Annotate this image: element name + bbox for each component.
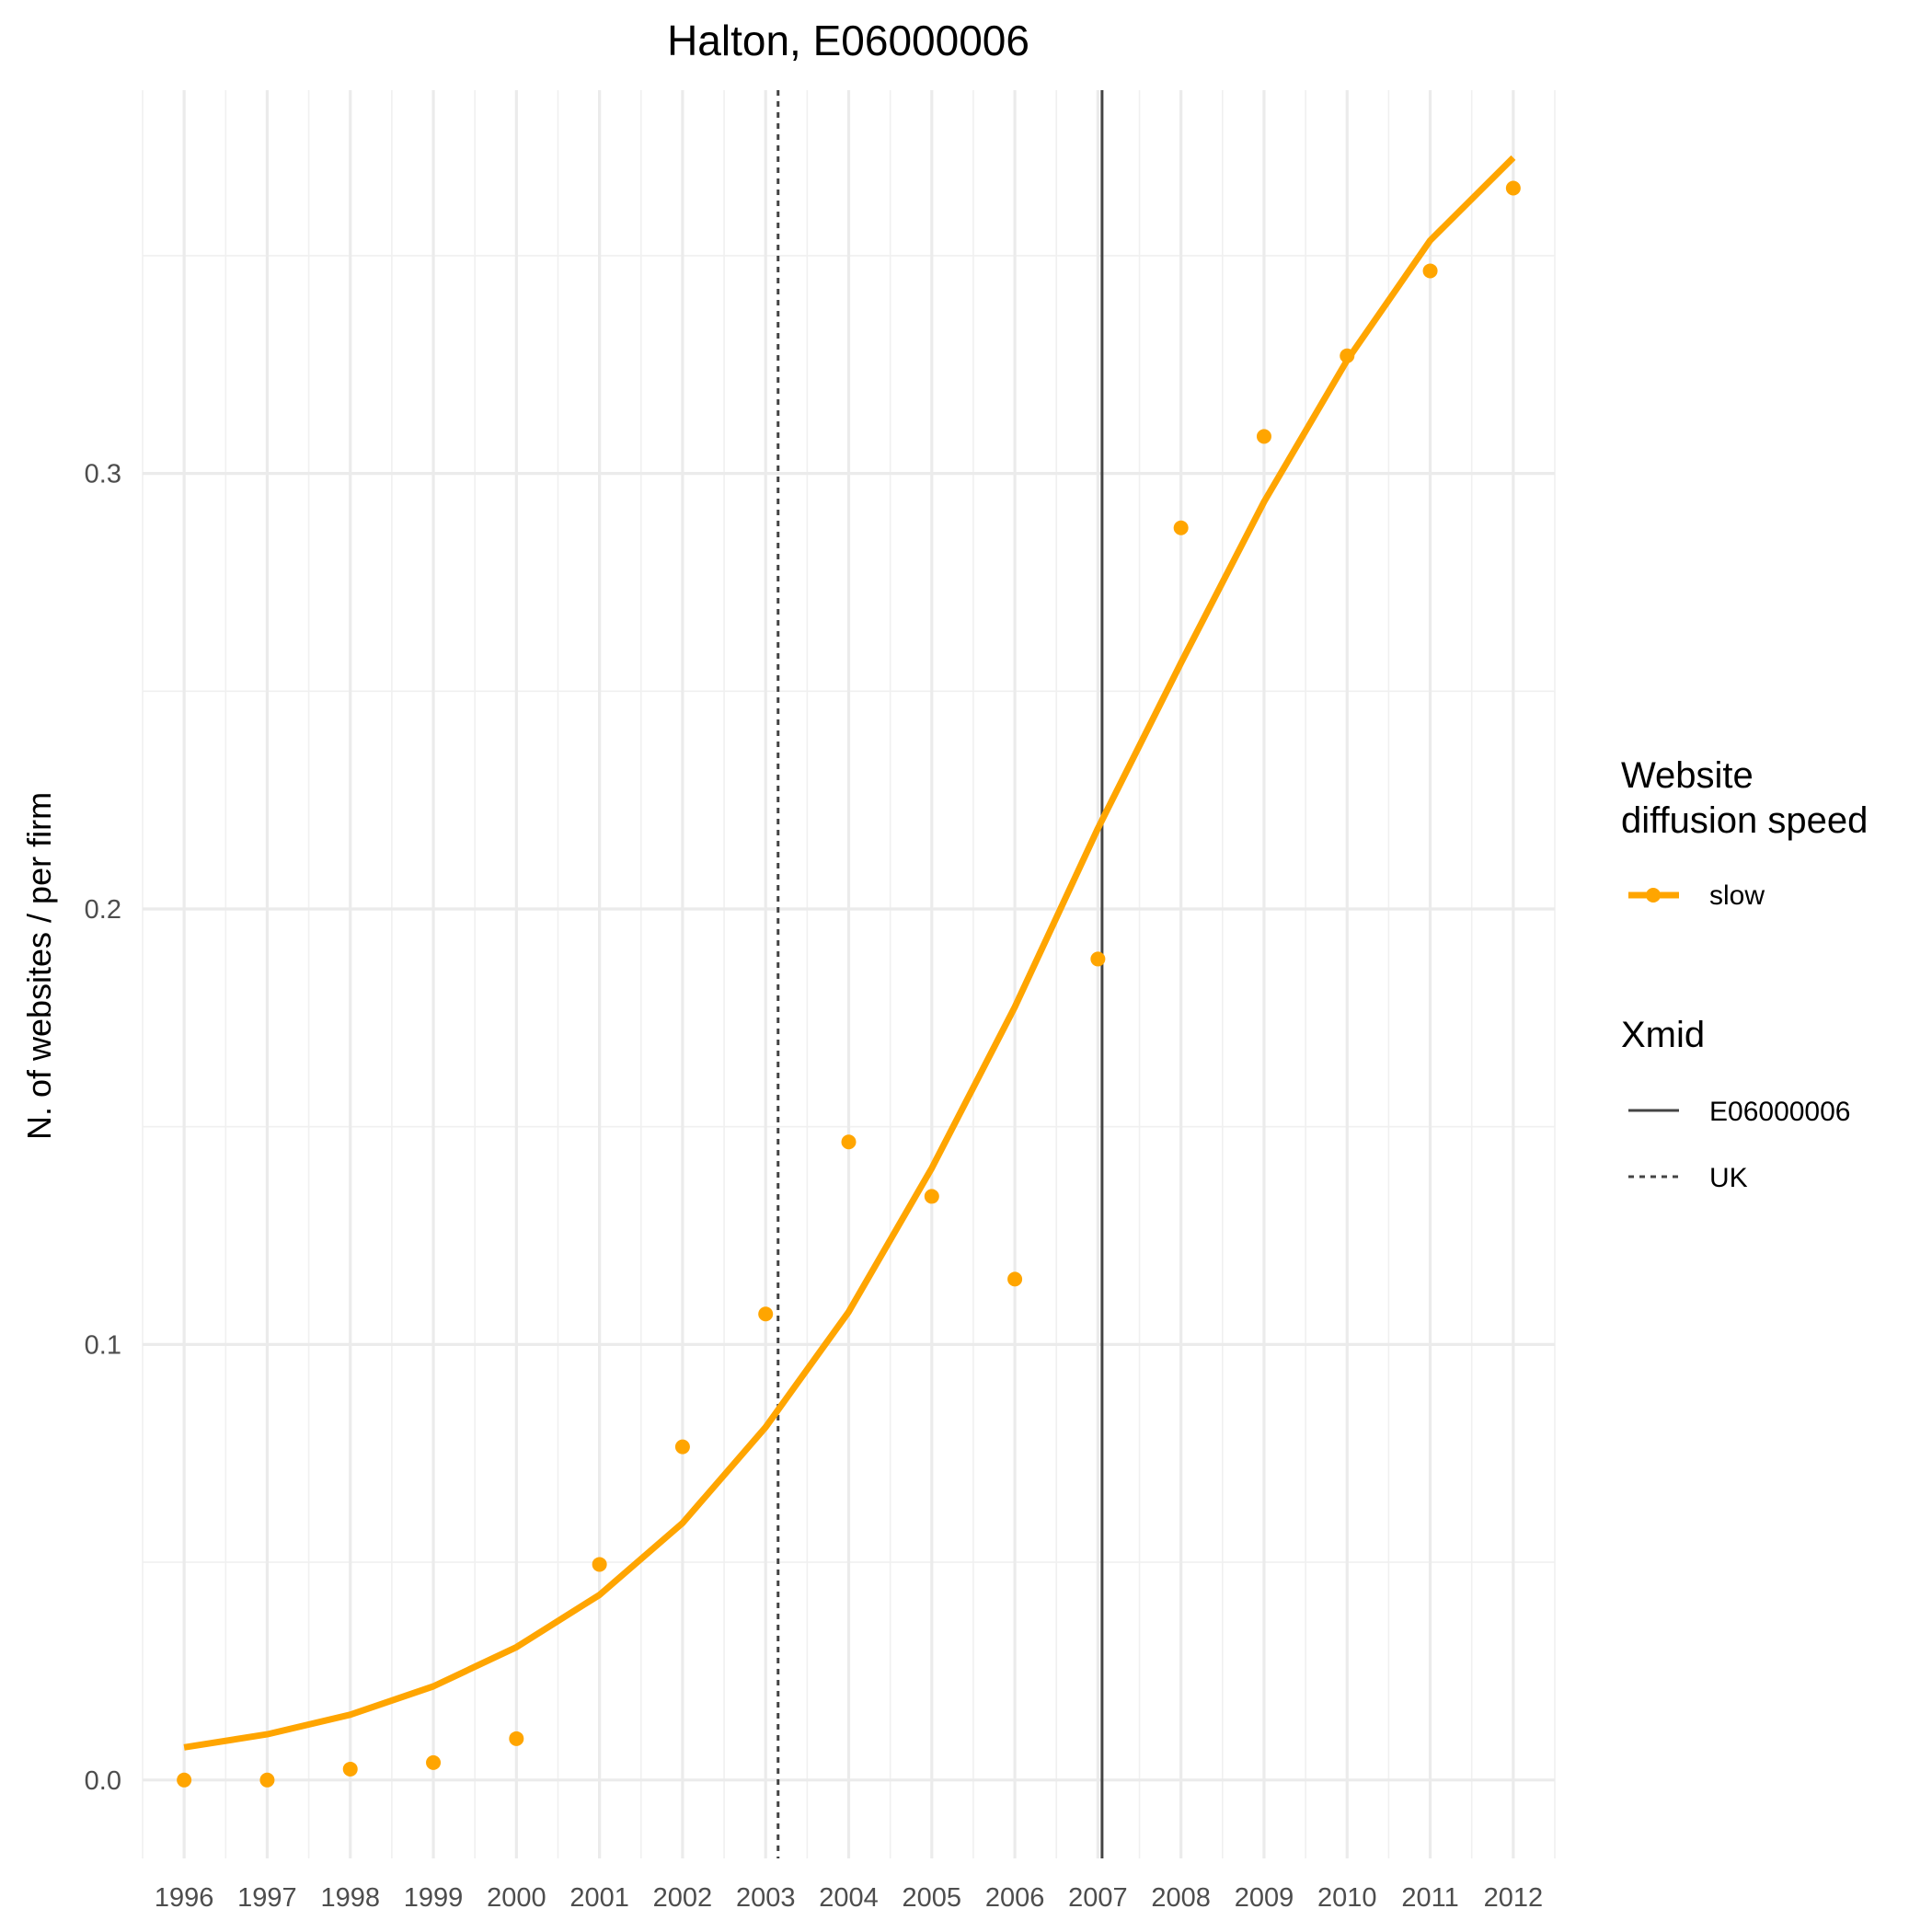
chart-title: Halton, E06000006 <box>667 17 1029 64</box>
x-tick-label-2009: 2009 <box>1235 1883 1294 1913</box>
y-axis-ticks: 0.0 0.1 0.2 0.3 <box>85 460 121 1796</box>
x-tick-label-2006: 2006 <box>985 1883 1045 1913</box>
x-tick-label-1998: 1998 <box>320 1883 380 1913</box>
grid-major <box>143 90 1555 1858</box>
legend-title-line-2: diffusion speed <box>1621 800 1868 841</box>
data-point-2012 <box>1505 180 1521 196</box>
y-tick-label: 0.1 <box>85 1330 121 1360</box>
data-point-2011 <box>1422 263 1438 279</box>
legend-label-uk: UK <box>1709 1163 1748 1193</box>
y-tick-label: 0.0 <box>85 1766 121 1796</box>
y-tick-label: 0.3 <box>85 460 121 489</box>
data-point-1999 <box>426 1754 442 1770</box>
data-point-2000 <box>509 1731 524 1746</box>
series-slow-fitted-line <box>183 155 1516 1751</box>
legend: Website diffusion speed slow Xmid E06000… <box>1621 755 1868 1193</box>
x-tick-label-2003: 2003 <box>736 1883 796 1913</box>
data-point-2003 <box>758 1306 774 1322</box>
x-tick-label-2008: 2008 <box>1151 1883 1211 1913</box>
data-point-2008 <box>1173 520 1189 535</box>
y-tick-label: 0.2 <box>85 895 121 925</box>
x-tick-label-2004: 2004 <box>819 1883 879 1913</box>
data-point-2004 <box>841 1134 857 1150</box>
legend-label-slow: slow <box>1709 880 1765 911</box>
legend-title-xmid: Xmid <box>1621 1015 1705 1055</box>
x-tick-label-2005: 2005 <box>903 1883 962 1913</box>
data-point-1997 <box>259 1772 275 1788</box>
y-axis-title: N. of websites / per firm <box>20 792 58 1140</box>
x-tick-label-2010: 2010 <box>1317 1883 1377 1913</box>
data-point-2002 <box>674 1439 690 1455</box>
grid-minor <box>142 90 1556 1858</box>
data-point-2001 <box>592 1557 607 1572</box>
data-point-2010 <box>1340 348 1355 363</box>
data-point-2005 <box>924 1189 939 1204</box>
x-tick-label-2012: 2012 <box>1484 1883 1544 1913</box>
data-point-1996 <box>177 1772 192 1788</box>
data-point-2009 <box>1256 429 1271 444</box>
x-tick-label-2002: 2002 <box>653 1883 713 1913</box>
data-point-2007 <box>1090 951 1106 967</box>
data-point-1998 <box>342 1761 358 1777</box>
x-tick-label-2000: 2000 <box>487 1883 546 1913</box>
data-point-2006 <box>1007 1271 1023 1287</box>
x-tick-label-2007: 2007 <box>1068 1883 1128 1913</box>
reference-lines <box>776 90 1104 1858</box>
x-tick-label-1999: 1999 <box>404 1883 464 1913</box>
x-tick-label-1997: 1997 <box>237 1883 297 1913</box>
x-axis-ticks: 1996 1997 1998 1999 2000 2001 2002 2003 2004 2005… <box>155 1883 1543 1913</box>
x-tick-label-2011: 2011 <box>1401 1883 1458 1913</box>
legend-key-slow-point <box>1646 888 1661 903</box>
legend-label-e06000006: E06000006 <box>1709 1097 1851 1127</box>
legend-title-line-1: Website <box>1621 755 1754 796</box>
x-tick-label-1996: 1996 <box>155 1883 214 1913</box>
series-layer <box>177 155 1521 1788</box>
x-tick-label-2001: 2001 <box>569 1883 629 1913</box>
